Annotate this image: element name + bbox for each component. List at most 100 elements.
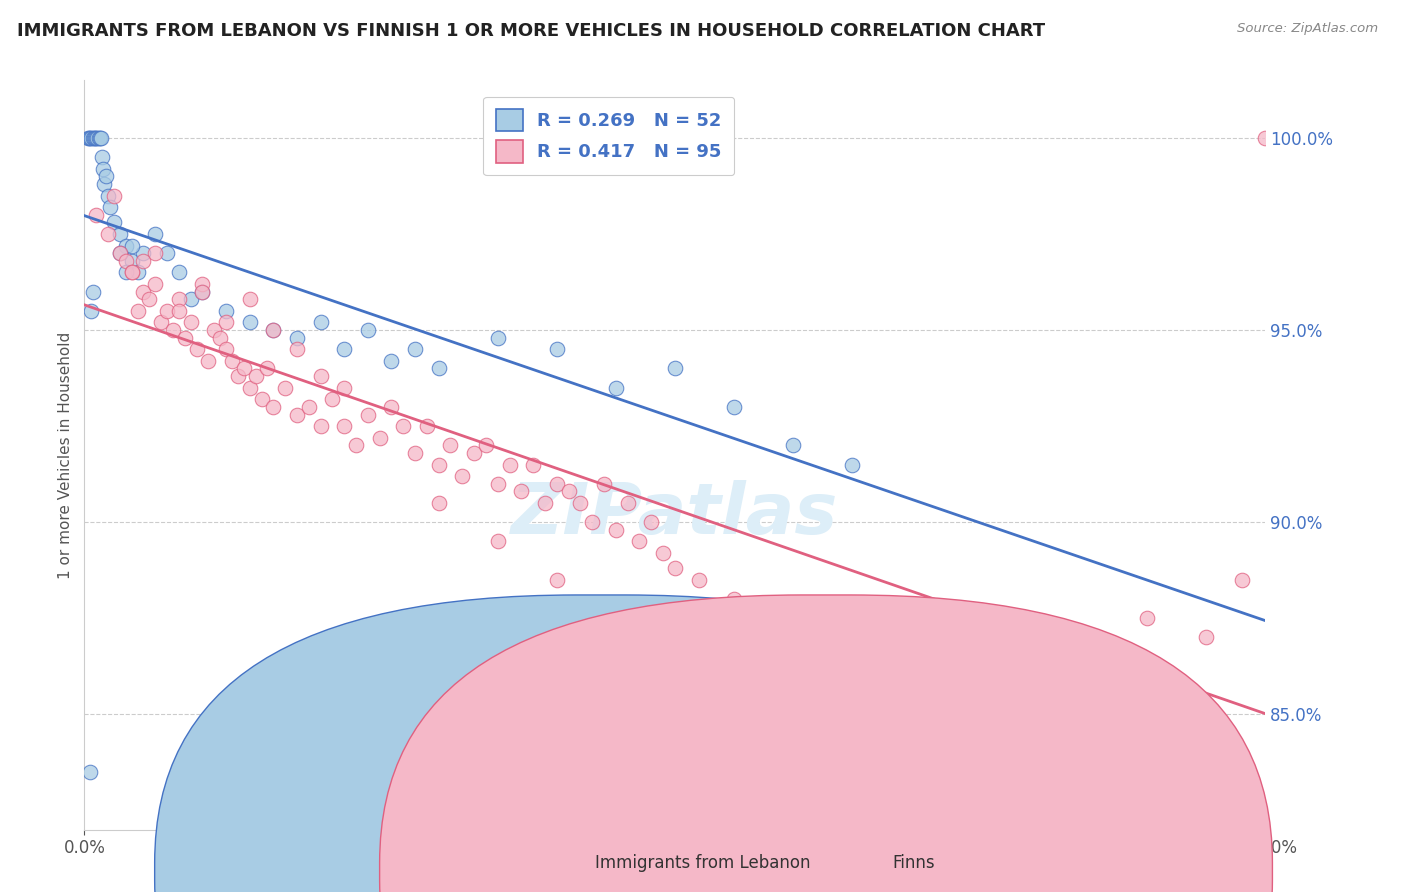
Point [285, 343, 308, 357]
Point [91, 161, 114, 176]
Point [1254, 131, 1277, 145]
Point [77, 131, 100, 145]
Text: Finns: Finns [893, 855, 935, 872]
Point [333, 381, 356, 395]
Point [616, 496, 638, 510]
Point [534, 496, 557, 510]
Point [522, 458, 544, 472]
Point [309, 315, 332, 329]
Text: Source: ZipAtlas.com: Source: ZipAtlas.com [1237, 22, 1378, 36]
Point [427, 361, 450, 376]
Point [427, 458, 450, 472]
Point [357, 408, 380, 422]
Point [82, 131, 104, 145]
Point [463, 446, 485, 460]
Point [215, 303, 238, 318]
Point [256, 361, 278, 376]
Point [404, 446, 426, 460]
Point [652, 546, 675, 560]
Point [1136, 611, 1159, 625]
Point [173, 331, 195, 345]
Point [498, 458, 520, 472]
Point [86, 131, 108, 145]
Point [239, 315, 262, 329]
Point [143, 246, 166, 260]
Point [427, 496, 450, 510]
Point [167, 303, 190, 318]
Point [333, 419, 356, 434]
Point [262, 400, 284, 414]
Point [84, 208, 107, 222]
Point [344, 438, 367, 452]
Point [191, 277, 214, 291]
Point [640, 515, 662, 529]
Point [180, 293, 202, 307]
Point [80, 131, 103, 145]
Point [782, 438, 804, 452]
Point [90, 131, 112, 145]
Point [91, 150, 114, 164]
Point [121, 265, 143, 279]
Point [309, 419, 332, 434]
Point [103, 215, 125, 229]
Text: ZIPatlas: ZIPatlas [512, 481, 838, 549]
Point [368, 431, 391, 445]
Point [180, 315, 202, 329]
Point [688, 573, 710, 587]
Point [103, 188, 125, 202]
Point [628, 534, 651, 549]
Point [581, 515, 603, 529]
Point [475, 438, 498, 452]
Point [285, 408, 308, 422]
Point [221, 353, 243, 368]
Point [245, 369, 267, 384]
Point [215, 315, 238, 329]
Point [569, 496, 592, 510]
Point [226, 369, 249, 384]
Point [98, 200, 121, 214]
Point [84, 131, 107, 145]
Point [82, 285, 104, 299]
Point [486, 534, 509, 549]
Point [723, 592, 745, 607]
Point [321, 392, 343, 407]
Point [250, 392, 273, 407]
Point [114, 238, 136, 252]
Point [84, 131, 107, 145]
Point [114, 253, 136, 268]
Point [262, 323, 284, 337]
Point [94, 169, 117, 184]
Point [83, 131, 105, 145]
Point [309, 369, 332, 384]
Point [546, 343, 568, 357]
Point [93, 177, 115, 191]
Point [156, 303, 179, 318]
Point [298, 400, 321, 414]
Point [841, 649, 863, 664]
Point [333, 343, 356, 357]
Point [77, 131, 100, 145]
Point [202, 323, 225, 337]
Point [89, 131, 111, 145]
Point [209, 331, 232, 345]
Point [510, 484, 533, 499]
Point [215, 343, 238, 357]
Point [239, 293, 262, 307]
Point [959, 669, 981, 683]
Point [285, 331, 308, 345]
Point [841, 458, 863, 472]
Point [557, 484, 579, 499]
Point [274, 381, 297, 395]
Point [143, 277, 166, 291]
Point [404, 343, 426, 357]
Point [143, 227, 166, 241]
Point [357, 323, 380, 337]
Point [108, 227, 131, 241]
Point [191, 285, 214, 299]
Point [132, 246, 155, 260]
Point [1195, 631, 1218, 645]
Point [380, 353, 402, 368]
Point [150, 315, 173, 329]
Point [186, 343, 208, 357]
Point [87, 131, 110, 145]
